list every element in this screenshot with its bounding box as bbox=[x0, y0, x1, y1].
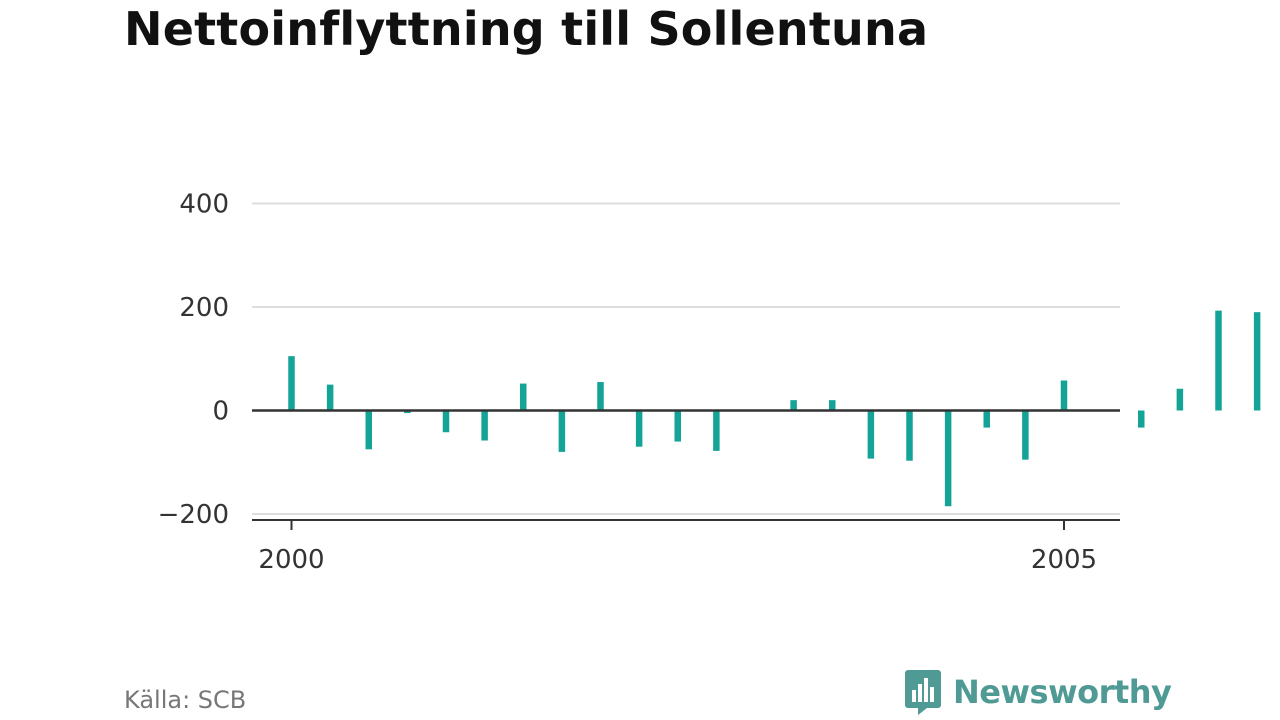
brand-name: Newsworthy bbox=[953, 673, 1172, 711]
bars bbox=[288, 310, 1261, 507]
bar bbox=[867, 410, 875, 459]
newsworthy-bar-chart-icon bbox=[905, 670, 941, 715]
chart-title: Nettoinflyttning till Sollentuna bbox=[124, 2, 929, 56]
source-label: Källa: SCB bbox=[124, 686, 247, 714]
bar bbox=[1060, 380, 1068, 411]
bar bbox=[713, 410, 720, 451]
y-tick-label: 200 bbox=[179, 293, 229, 323]
y-tick-label: −200 bbox=[158, 500, 229, 530]
bar bbox=[404, 410, 411, 414]
y-tick-label: 400 bbox=[179, 190, 229, 220]
bar bbox=[326, 384, 334, 411]
bar bbox=[1253, 312, 1261, 411]
axes: −2000200400200020052010201520202025 bbox=[158, 190, 1120, 575]
bar bbox=[1215, 310, 1222, 411]
bar bbox=[906, 410, 913, 461]
bar-chart: −2000200400200020052010201520202025 bbox=[158, 190, 1261, 575]
bar bbox=[829, 400, 836, 411]
bar bbox=[983, 410, 990, 428]
x-tick-label: 2000 bbox=[258, 545, 324, 575]
bar bbox=[1022, 410, 1029, 460]
y-tick-label: 0 bbox=[212, 397, 229, 427]
bar bbox=[288, 356, 295, 411]
bar bbox=[597, 382, 604, 411]
x-tick-label: 2005 bbox=[1031, 545, 1097, 575]
bar bbox=[674, 410, 681, 442]
bar bbox=[1176, 388, 1184, 411]
bar bbox=[520, 383, 527, 411]
bar bbox=[790, 400, 797, 411]
brand-logo[interactable]: Newsworthy bbox=[903, 668, 1172, 716]
bar bbox=[635, 410, 643, 447]
bar bbox=[365, 410, 372, 450]
bar bbox=[442, 410, 450, 433]
bar bbox=[1138, 410, 1145, 428]
gridlines bbox=[252, 202, 1120, 515]
bar bbox=[481, 410, 488, 441]
bar bbox=[558, 410, 566, 452]
bar bbox=[944, 410, 952, 507]
